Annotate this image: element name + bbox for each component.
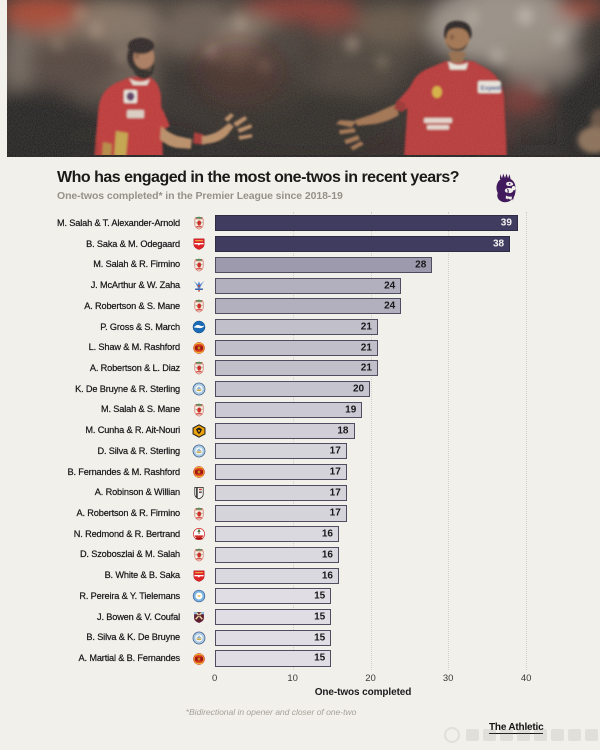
svg-text:Expedi: Expedi (481, 85, 503, 92)
